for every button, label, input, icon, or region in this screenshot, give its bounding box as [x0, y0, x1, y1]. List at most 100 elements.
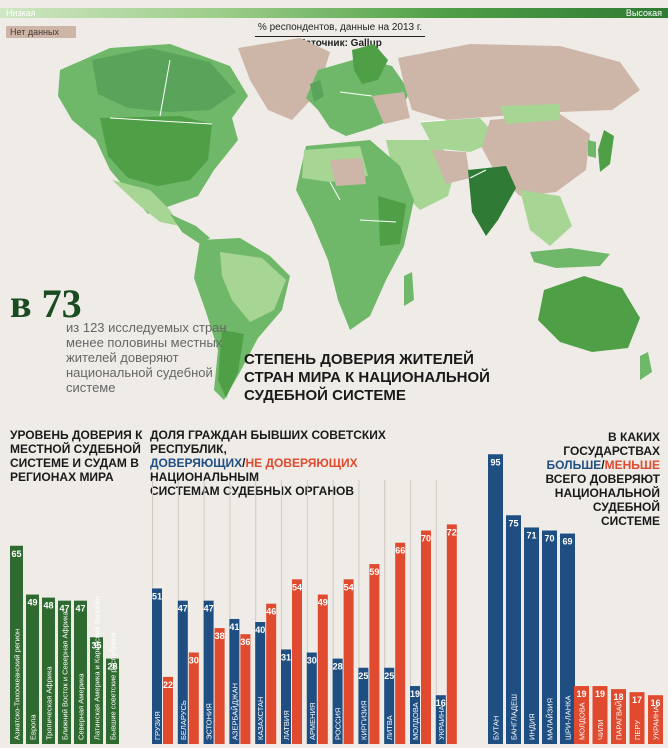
countries-title-line3: НАЦИОНАЛЬНОЙ — [554, 486, 660, 500]
region-2-value: 48 — [43, 601, 53, 611]
country-more-4-label: ШРИ-ЛАНКА — [564, 696, 573, 740]
soviet-title-line3: СИСТЕМАМ СУДЕБНЫХ ОРГАНОВ — [150, 484, 354, 498]
soviet-trust-0-bar — [152, 588, 162, 744]
map-canada-light — [92, 48, 236, 112]
soviet-trust-5-value: 31 — [281, 652, 291, 662]
country-more-2-bar — [524, 527, 539, 744]
map-new-zealand — [640, 352, 652, 380]
soviet-trust-5-bar — [281, 649, 291, 744]
soviet-label-3: АЗЕРБАЙДЖАН — [230, 683, 239, 740]
soviet-distrust-3-bar — [240, 634, 251, 744]
soviet-distrust-0-value: 22 — [163, 680, 173, 690]
soviet-trust-11-bar — [435, 695, 446, 744]
soviet-label-6: АРМЕНИЯ — [308, 703, 317, 740]
soviet-trust-1-bar — [177, 600, 188, 744]
soviet-distrust-7-bar — [343, 579, 354, 744]
soviet-trust-2-value: 47 — [204, 604, 214, 614]
country-less-2-bar — [611, 689, 626, 744]
country-less-1-bar — [592, 686, 608, 744]
country-less-3-label: ПЕРУ — [633, 720, 642, 740]
map-central-america — [170, 214, 210, 244]
map-east-africa — [378, 196, 406, 246]
country-more-0-label: БУТАН — [492, 716, 501, 740]
soviet-trust-0-value: 51 — [152, 591, 162, 601]
soviet-distrust-1-bar — [188, 652, 199, 744]
soviet-label-7: РОССИЯ — [334, 708, 343, 740]
region-0-bar — [10, 545, 23, 744]
countries-title-less: МЕНЬШЕ — [604, 458, 660, 472]
map-australia — [538, 276, 640, 352]
countries-title-line1: В КАКИХ ГОСУДАРСТВАХ — [563, 430, 660, 458]
stat-number: в 73 — [10, 281, 82, 326]
soviet-distrust-5-value: 54 — [292, 582, 302, 592]
soviet-title-trust: ДОВЕРЯЮЩИХ — [150, 456, 243, 470]
region-6-bar — [106, 658, 119, 744]
soviet-trust-6-bar — [306, 652, 317, 744]
soviet-trust-3-value: 41 — [229, 622, 239, 632]
countries-title-more: БОЛЬШЕ — [546, 458, 602, 472]
soviet-label-5: ЛАТВИЯ — [282, 710, 291, 740]
region-5-label: Латинская Америка и Карибский бассейн — [93, 596, 102, 740]
soviet-distrust-11-bar — [446, 524, 457, 744]
map-africa — [296, 140, 414, 330]
soviet-trust-10-bar — [410, 686, 420, 744]
country-more-3-value: 70 — [544, 534, 554, 544]
soviet-distrust-2-value: 38 — [215, 631, 225, 641]
soviet-distrust-11-value: 72 — [447, 527, 457, 537]
country-more-1-value: 75 — [508, 518, 518, 528]
region-0-value: 65 — [11, 549, 21, 559]
country-less-0-label: МОЛДОВА — [578, 702, 587, 740]
country-more-2-value: 71 — [526, 530, 536, 540]
soviet-trust-2-bar — [203, 600, 214, 744]
soviet-label-1: БЕЛАРУСЬ — [179, 700, 188, 740]
country-less-4-bar — [648, 695, 663, 744]
soviet-distrust-1-value: 30 — [189, 656, 199, 666]
map-central-asia — [420, 118, 500, 152]
soviet-trust-1-value: 47 — [178, 604, 188, 614]
soviet-distrust-9-value: 66 — [395, 546, 405, 556]
soviet-chart-title: ДОЛЯ ГРАЖДАН БЫВШИХ СОВЕТСКИХ РЕСПУБЛИК,… — [150, 428, 440, 498]
map-brazil — [220, 252, 286, 322]
soviet-label-10: МОЛДОВА — [411, 702, 420, 740]
soviet-distrust-4-value: 46 — [266, 607, 276, 617]
country-less-3-bar — [629, 692, 645, 744]
country-less-0-bar — [574, 686, 589, 744]
soviet-trust-4-bar — [255, 622, 266, 744]
map-southeast-asia — [520, 190, 572, 246]
map-mexico — [112, 180, 180, 226]
soviet-trust-9-value: 25 — [384, 671, 394, 681]
map-sahara-nodata — [330, 158, 366, 186]
soviet-trust-11-value: 16 — [436, 698, 446, 708]
country-more-1-bar — [506, 515, 521, 744]
world-map — [58, 38, 652, 400]
countries-chart-title: В КАКИХ ГОСУДАРСТВАХ БОЛЬШЕ/МЕНЬШЕ ВСЕГО… — [524, 430, 660, 528]
map-title: СТЕПЕНЬ ДОВЕРИЯ ЖИТЕЛЕЙ СТРАН МИРА К НАЦ… — [244, 351, 490, 404]
soviet-distrust-9-bar — [395, 542, 406, 744]
region-3-label: Ближний Восток и Северная Африка — [61, 611, 70, 740]
soviet-distrust-2-bar — [214, 628, 225, 744]
stat-text: из 123 исследуемых стран менее половины … — [66, 320, 227, 395]
country-more-1-label: БАНГЛАДЕШ — [510, 694, 519, 740]
region-1-value: 49 — [27, 598, 37, 608]
map-russia — [398, 44, 640, 120]
country-less-1-label: ЧИЛИ — [596, 719, 605, 740]
map-east-europe — [372, 92, 410, 124]
legend-high-label: Высокая — [625, 8, 662, 18]
region-6-value: 28 — [107, 662, 117, 672]
region-1-label: Европа — [29, 714, 38, 740]
soviet-distrust-8-value: 59 — [369, 567, 379, 577]
region-3-value: 47 — [59, 604, 69, 614]
country-more-0-bar — [488, 454, 503, 744]
soviet-distrust-10-value: 70 — [421, 534, 431, 544]
legend-low-label: Низкая — [6, 8, 36, 18]
country-less-2-value: 18 — [613, 692, 623, 702]
region-5-bar — [90, 637, 103, 744]
soviet-trust-10-value: 19 — [410, 689, 420, 699]
legend-no-data: Нет данных — [6, 26, 76, 38]
soviet-label-9: ЛИТВА — [385, 715, 394, 740]
soviet-distrust-4-bar — [266, 603, 277, 744]
soviet-trust-3-bar — [229, 618, 240, 744]
countries-title-line2: ВСЕГО ДОВЕРЯЮТ — [545, 472, 660, 486]
soviet-distrust-5-bar — [292, 579, 302, 744]
